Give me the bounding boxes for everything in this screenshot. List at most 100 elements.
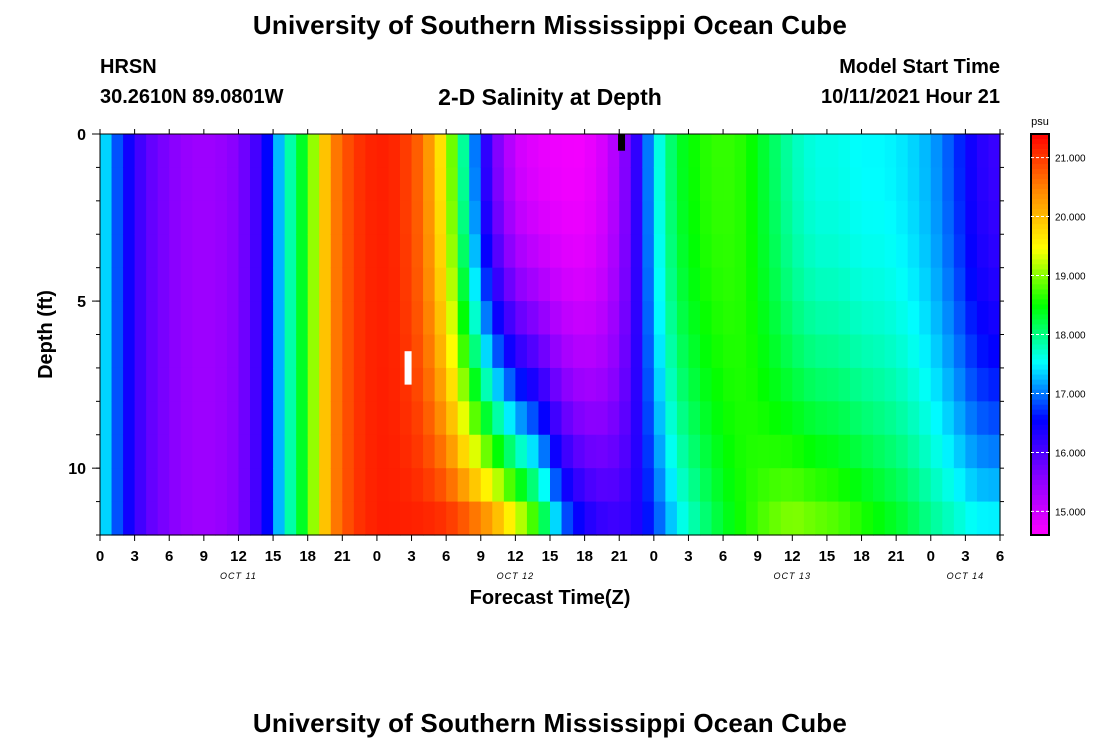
colorbar-swatch [1031,319,1049,326]
heatmap-cell [238,501,251,536]
heatmap-cell [723,134,736,169]
heatmap-cell [976,301,990,336]
heatmap-cell [203,234,216,269]
heatmap-cell [803,200,816,235]
heatmap-cell [769,267,782,302]
heatmap-cell [584,501,597,536]
heatmap-cell [676,367,690,402]
heatmap-cell [273,367,286,402]
colorbar-tick-label: 16.000 [1055,448,1086,459]
heatmap-cell [573,468,586,503]
heatmap-cell [480,301,493,336]
heatmap-cell [100,468,113,503]
heatmap-cell [619,468,632,503]
heatmap-cell [550,501,563,536]
data-markers [404,134,626,385]
heatmap-cell [596,301,609,336]
heatmap-cell [100,434,113,469]
heatmap-cell [907,334,920,369]
heatmap-cell [976,367,990,402]
x-date-label: OCT 12 [497,571,535,581]
y-axis: 0 5 10 [68,127,1004,536]
heatmap-cell [711,401,724,436]
colorbar-swatch [1031,459,1049,466]
heatmap-cell [619,234,632,269]
heatmap-cell [157,434,170,469]
x-axis-label: Forecast Time(Z) [470,587,631,609]
heatmap-cell [815,267,828,302]
heatmap-cell [907,401,920,436]
heatmap-cell [792,267,805,302]
heatmap-cell [203,367,216,402]
heatmap-cell [642,501,655,536]
heatmap-cell [492,334,505,369]
heatmap-cell [446,167,459,202]
heatmap-cell [861,234,874,269]
heatmap-cell [619,434,632,469]
heatmap-cell [873,301,886,336]
heatmap-cell [250,468,263,503]
heatmap-cell [884,167,897,202]
heatmap-cell [284,134,297,169]
heatmap-cell [988,200,1001,235]
heatmap-cell [700,468,713,503]
heatmap-cell [400,401,413,436]
heatmap-cell [919,234,932,269]
heatmap-cell [526,234,540,269]
heatmap-cell [469,234,482,269]
heatmap-cell [111,267,124,302]
heatmap-cell [296,367,309,402]
colorbar-swatch [1031,409,1049,416]
heatmap-cell [676,401,690,436]
heatmap-cell [388,234,401,269]
colorbar-swatch [1031,294,1049,301]
heatmap-cell [919,167,932,202]
heatmap-cell [953,167,966,202]
heatmap-cell [965,167,978,202]
heatmap-cell [815,234,828,269]
heatmap-cell [123,301,136,336]
heatmap-cell [100,200,113,235]
heatmap-cell [469,434,482,469]
heatmap-cell [838,234,851,269]
heatmap-cell [330,367,343,402]
x-tick-label: 3 [407,548,415,565]
heatmap-cell [688,401,701,436]
heatmap-cell [342,367,355,402]
heatmap-cell [700,334,713,369]
heatmap-cell [746,267,759,302]
heatmap-cell [965,334,978,369]
colorbar-swatch [1031,184,1049,190]
heatmap-cell [734,200,747,235]
heatmap-cell [630,301,643,336]
heatmap-cell [307,200,320,235]
heatmap-cell [711,334,724,369]
colorbar-swatch [1031,449,1049,456]
heatmap-cell [134,200,147,235]
heatmap-cell [111,334,124,369]
colorbar-tick-label: 18.000 [1055,331,1086,342]
heatmap-cell [330,434,343,469]
heatmap-cell [988,167,1001,202]
heatmap-cell [907,301,920,336]
heatmap-cell [250,234,263,269]
heatmap-cell [400,468,413,503]
colorbar-swatch [1031,304,1049,311]
heatmap-cell [319,334,332,369]
heatmap-cell [192,234,205,269]
heatmap-cell [192,401,205,436]
heatmap-cell [388,301,401,336]
heatmap-cell [653,234,666,269]
heatmap-cell [988,267,1001,302]
x-tick-label: 18 [576,548,593,565]
heatmap-cell [226,200,240,235]
heatmap-cell [723,401,736,436]
heatmap-cell [192,301,205,336]
heatmap-cell [861,134,874,169]
heatmap-cell [907,434,920,469]
heatmap-cell [965,301,978,336]
heatmap-cell [746,367,759,402]
heatmap-cell [665,134,678,169]
heatmap-cell [850,267,863,302]
heatmap-cell [180,134,193,169]
